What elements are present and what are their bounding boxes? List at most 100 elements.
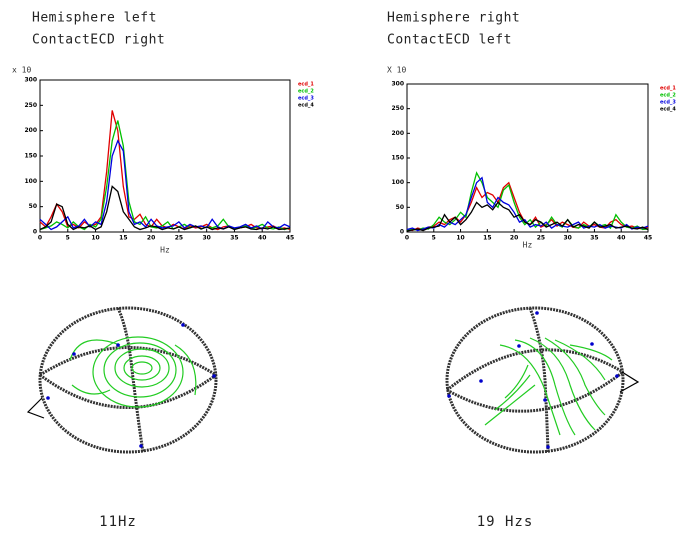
y-tick-label: 250 (24, 102, 37, 109)
y-tick-label: 200 (391, 130, 404, 137)
contour (499, 344, 561, 436)
nose (26, 397, 45, 419)
head-outline (445, 306, 625, 454)
head-equator (446, 370, 624, 413)
x-tick-label: 25 (175, 235, 183, 242)
x-tick-label: 10 (456, 235, 464, 242)
x-tick-label: 35 (230, 235, 238, 242)
contour (69, 339, 197, 396)
x-tick-label: 30 (563, 235, 571, 242)
x-tick-label: 5 (432, 235, 436, 242)
y-tick-label: 200 (24, 127, 37, 134)
y-scale-label: x 10 (12, 66, 31, 75)
legend-entry: ecd_1 (298, 82, 314, 88)
chart-title: Hemisphere right (387, 11, 520, 26)
series-line (39, 185, 291, 231)
plot-frame (39, 79, 291, 233)
contour (123, 355, 161, 381)
y-tick-label: 150 (391, 155, 404, 162)
x-tick-label: 5 (66, 235, 70, 242)
y-scale-label: X 10 (387, 66, 406, 75)
contour (131, 361, 153, 375)
series-line (39, 120, 291, 231)
series-line (406, 171, 649, 232)
y-tick-label: 300 (24, 77, 37, 84)
x-tick-label: 40 (617, 235, 625, 242)
series-line (39, 110, 291, 231)
chart-subtitle: ContactECD left (387, 33, 512, 48)
x-tick-label: 10 (91, 235, 99, 242)
contour (103, 342, 177, 398)
y-tick-label: 100 (391, 179, 404, 186)
x-tick-label: 20 (510, 235, 518, 242)
legend-entry: ecd_3 (298, 96, 314, 102)
series-line (406, 201, 649, 232)
electrode (535, 311, 539, 315)
contour (484, 364, 536, 426)
electrode (543, 398, 547, 402)
y-tick-label: 250 (391, 105, 404, 112)
electrode (447, 394, 451, 398)
y-tick-label: 150 (24, 153, 37, 160)
electrode (517, 344, 521, 348)
y-tick-label: 0 (400, 229, 404, 236)
x-tick-label: 35 (590, 235, 598, 242)
y-tick-label: 100 (24, 178, 37, 185)
electrode (590, 342, 594, 346)
contour (114, 348, 170, 388)
x-tick-label: 45 (286, 235, 294, 242)
y-tick-label: 0 (33, 229, 37, 236)
y-tick-label: 50 (396, 204, 404, 211)
series-line (406, 176, 649, 232)
electrode (181, 323, 185, 327)
x-tick-label: 20 (147, 235, 155, 242)
caption: 19 Hzs (477, 514, 534, 530)
contour (569, 344, 613, 361)
x-axis-label: Hz (160, 246, 170, 255)
electrode (615, 374, 619, 378)
x-axis-label: Hz (523, 241, 533, 250)
y-tick-label: 50 (29, 203, 37, 210)
electrode (479, 379, 483, 383)
x-tick-label: 25 (537, 235, 545, 242)
contour (92, 336, 184, 408)
legend-entry: ecd_3 (660, 100, 676, 106)
x-tick-label: 30 (202, 235, 210, 242)
legend-entry: ecd_1 (660, 86, 676, 92)
nose (619, 371, 640, 393)
caption: 11Hz (99, 514, 137, 530)
electrode (46, 396, 50, 400)
contour (514, 339, 576, 436)
legend-entry: ecd_4 (660, 107, 676, 113)
contour (554, 339, 606, 381)
electrode (546, 445, 550, 449)
x-tick-label: 15 (483, 235, 491, 242)
electrode (212, 374, 216, 378)
legend-entry: ecd_2 (298, 89, 314, 95)
head-map-left (26, 306, 218, 454)
x-tick-label: 15 (119, 235, 127, 242)
x-tick-label: 40 (258, 235, 266, 242)
x-tick-label: 0 (38, 235, 42, 242)
electrode (116, 343, 120, 347)
series-line (39, 139, 291, 231)
head-equator (39, 373, 217, 409)
legend-entry: ecd_2 (660, 93, 676, 99)
head-map-right (445, 306, 640, 454)
chart-title: Hemisphere left (32, 11, 157, 26)
plot-frame (406, 83, 649, 233)
head-outline (38, 306, 218, 454)
head-equator-back (39, 346, 217, 377)
contour (529, 337, 596, 431)
y-tick-label: 300 (391, 81, 404, 88)
head-equator-back (446, 348, 624, 392)
legend-entry: ecd_4 (298, 103, 314, 109)
chart-subtitle: ContactECD right (32, 33, 165, 48)
x-tick-label: 45 (644, 235, 652, 242)
x-tick-label: 0 (405, 235, 409, 242)
electrode (139, 444, 143, 448)
head-meridian (528, 307, 550, 453)
contour (544, 337, 606, 416)
